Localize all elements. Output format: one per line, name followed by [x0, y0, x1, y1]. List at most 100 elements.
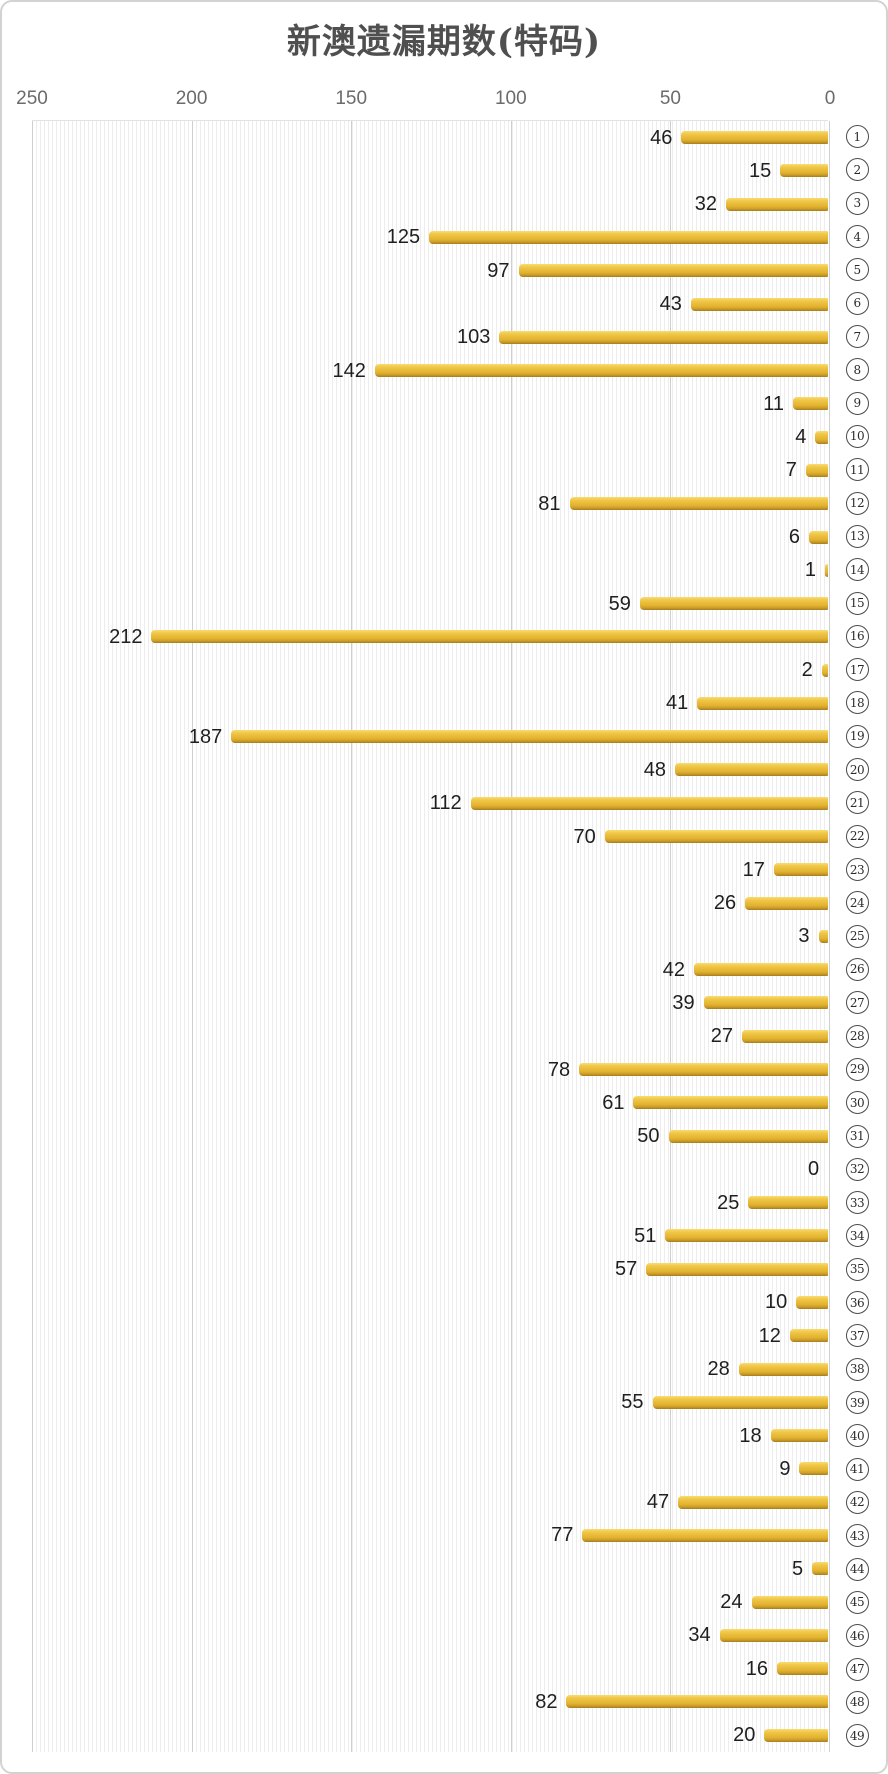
bar-row: 18	[32, 1419, 829, 1452]
value-label: 51	[634, 1224, 657, 1247]
bar	[770, 1429, 829, 1443]
bar	[805, 463, 829, 477]
gridline	[829, 121, 830, 1752]
bar-row: 187	[32, 720, 829, 753]
bar	[566, 1695, 829, 1709]
value-label: 6	[788, 526, 800, 549]
bar	[764, 1728, 829, 1742]
bar-row: 27	[32, 1020, 829, 1053]
category-badge: 46	[845, 1624, 869, 1648]
gridline	[510, 121, 512, 1752]
bar-row: 1	[32, 554, 829, 587]
category-badge: 16	[845, 624, 869, 648]
value-label: 24	[720, 1591, 743, 1614]
category-badge: 23	[845, 858, 869, 882]
bar	[639, 597, 829, 611]
gridline	[32, 121, 33, 1752]
badge-row: 31	[828, 1119, 886, 1152]
chart-title: 新澳遗漏期数(特码)	[286, 22, 602, 62]
category-badge: 20	[845, 758, 869, 782]
category-badge: 33	[845, 1191, 869, 1215]
value-label: 42	[662, 958, 686, 981]
bar	[681, 131, 829, 145]
bar	[777, 1662, 829, 1676]
category-badge: 30	[845, 1091, 869, 1115]
category-gutter: 1 2 3 4 5 6 7 8 9 10 11 12 13 14 15 16 17 18 19 20 21 22 23 24 2…	[828, 120, 886, 1752]
axis-tick-label: 150	[335, 88, 368, 109]
axis-tick-label: 200	[175, 88, 208, 109]
value-label: 59	[608, 592, 631, 615]
value-label: 25	[717, 1191, 740, 1214]
value-label: 28	[707, 1358, 730, 1381]
bar	[518, 264, 829, 278]
category-badge: 10	[845, 424, 869, 448]
bar	[646, 1262, 829, 1276]
category-badge: 32	[845, 1157, 869, 1181]
bar-row: 20	[32, 1719, 829, 1752]
category-badge: 38	[845, 1357, 869, 1381]
badge-row: 17	[828, 653, 886, 686]
bar	[748, 1196, 829, 1210]
badge-row: 5	[828, 253, 886, 286]
bar-row: 70	[32, 820, 829, 853]
category-badge: 17	[845, 658, 869, 682]
category-badge: 22	[845, 824, 869, 848]
badge-row: 40	[828, 1419, 886, 1452]
category-badge: 2	[845, 158, 869, 182]
bar	[604, 830, 829, 844]
value-label: 12	[758, 1324, 781, 1347]
bar-row: 82	[32, 1685, 829, 1718]
value-label: 20	[733, 1724, 756, 1747]
bar	[719, 1628, 829, 1642]
value-label: 125	[386, 226, 421, 249]
category-badge: 25	[845, 924, 869, 948]
category-badge: 11	[845, 458, 869, 482]
value-label: 61	[602, 1091, 625, 1114]
category-badge: 4	[845, 225, 869, 249]
bar	[665, 1229, 829, 1243]
badge-row: 38	[828, 1353, 886, 1386]
badge-row: 34	[828, 1219, 886, 1252]
badge-row: 44	[828, 1552, 886, 1585]
badge-row: 1	[828, 120, 886, 153]
bar-row: 7	[32, 454, 829, 487]
bar	[579, 1063, 829, 1077]
badge-row: 14	[828, 553, 886, 586]
bar-row: 25	[32, 1186, 829, 1219]
category-badge: 44	[845, 1557, 869, 1581]
bar	[773, 863, 829, 877]
bar-row: 112	[32, 787, 829, 820]
bar	[652, 1395, 829, 1409]
value-label: 10	[765, 1291, 788, 1314]
badge-row: 3	[828, 187, 886, 220]
bar	[668, 1129, 829, 1143]
badge-row: 29	[828, 1053, 886, 1086]
bar-row: 6	[32, 520, 829, 553]
bar	[796, 1295, 829, 1309]
bar	[231, 730, 829, 744]
badge-row: 37	[828, 1319, 886, 1352]
badge-row: 18	[828, 686, 886, 719]
value-label: 4	[795, 426, 807, 449]
bar-row: 142	[32, 354, 829, 387]
value-label: 27	[710, 1025, 733, 1048]
category-badge: 6	[845, 291, 869, 315]
bar-row: 42	[32, 953, 829, 986]
bar-row: 81	[32, 487, 829, 520]
bar-row: 125	[32, 221, 829, 254]
badge-row: 13	[828, 520, 886, 553]
value-label: 39	[672, 991, 695, 1014]
bar-row: 103	[32, 321, 829, 354]
category-badge: 7	[845, 325, 869, 349]
bar	[674, 763, 829, 777]
bar	[569, 497, 829, 511]
bar-row: 61	[32, 1086, 829, 1119]
value-label: 2	[801, 659, 813, 682]
category-badge: 12	[845, 491, 869, 515]
category-badge: 29	[845, 1057, 869, 1081]
value-label: 187	[188, 725, 223, 748]
badge-row: 36	[828, 1286, 886, 1319]
badge-row: 11	[828, 453, 886, 486]
bar-row: 46	[32, 121, 829, 154]
badge-row: 2	[828, 153, 886, 186]
